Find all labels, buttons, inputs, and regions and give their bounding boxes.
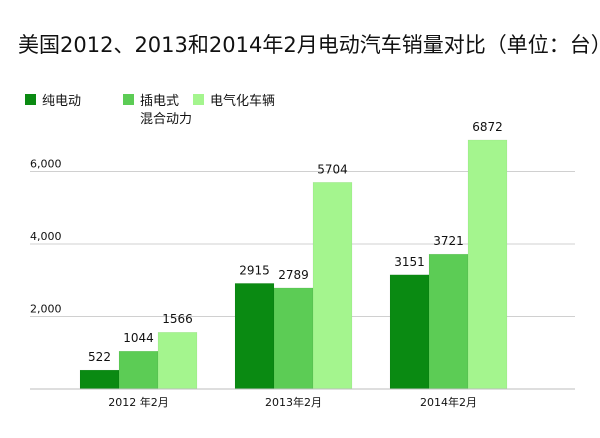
bar xyxy=(428,253,469,390)
data-label: 2789 xyxy=(278,268,309,282)
data-label: 3151 xyxy=(394,255,425,269)
data-label: 5704 xyxy=(317,162,348,176)
data-label: 1566 xyxy=(162,312,193,326)
x-tick-label: 2014年2月 xyxy=(420,395,477,409)
legend-label: 插电式混合动力 xyxy=(140,94,192,127)
data-label: 6872 xyxy=(472,120,503,134)
value-labels: 522 1044 1566 2915 2789 5704 3151 3721 6872 xyxy=(88,120,503,364)
data-label: 1044 xyxy=(123,331,154,345)
bar xyxy=(273,287,314,390)
y-tick-label: 4,000 xyxy=(30,230,62,243)
data-label: 2915 xyxy=(239,263,270,277)
bar xyxy=(118,350,159,390)
data-label: 522 xyxy=(88,350,111,364)
x-tick-label: 2013年2月 xyxy=(265,395,322,409)
legend-swatch xyxy=(25,94,36,105)
legend-label: 纯电动 xyxy=(42,94,81,109)
x-tick-label: 2012 年2月 xyxy=(108,395,169,409)
chart-title: 美国2012、2013和2014年2月电动汽车销量对比（单位：台） xyxy=(18,33,600,57)
legend: 纯电动 插电式混合动力 电气化车辆 xyxy=(25,93,275,127)
bar xyxy=(234,283,275,390)
bar xyxy=(467,139,508,390)
bar xyxy=(312,182,353,390)
legend-swatch xyxy=(123,94,134,105)
bars xyxy=(79,139,508,390)
y-tick-label: 6,000 xyxy=(30,158,62,171)
y-tick-label: 2,000 xyxy=(30,303,62,316)
y-axis: 2,000 4,000 6,000 xyxy=(30,158,62,316)
legend-label: 电气化车辆 xyxy=(210,93,275,109)
x-axis: 2012 年2月 2013年2月 2014年2月 xyxy=(30,388,575,409)
data-label: 3721 xyxy=(433,234,464,248)
bar xyxy=(79,369,120,390)
legend-swatch xyxy=(193,94,204,105)
bar xyxy=(157,331,198,390)
bar xyxy=(389,274,430,390)
